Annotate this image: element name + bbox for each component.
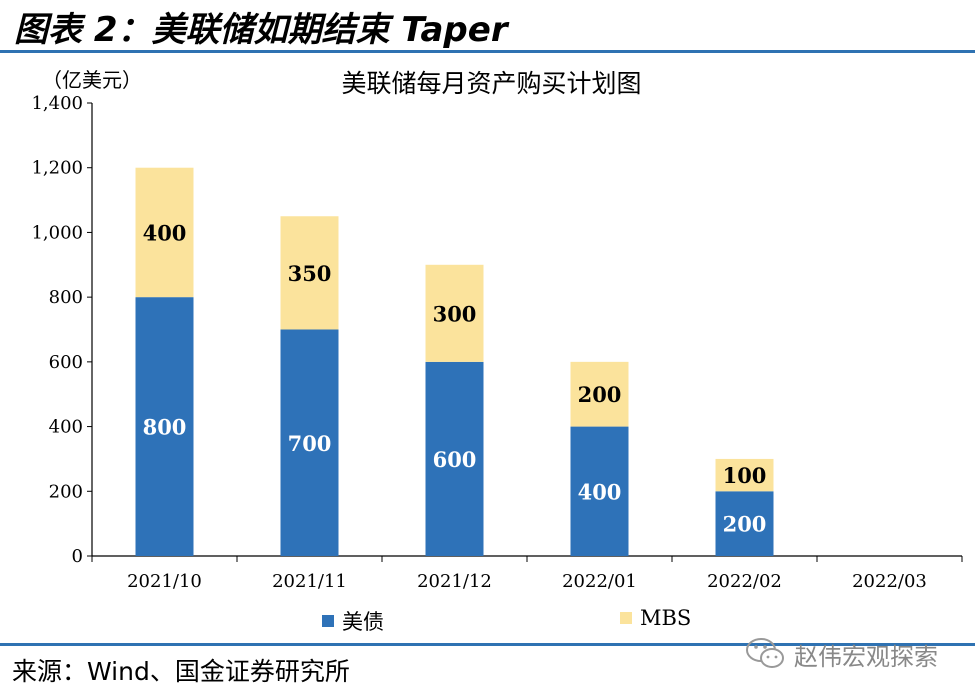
bar-mbs xyxy=(715,458,774,492)
y-tick-label: 1,000 xyxy=(31,222,83,243)
chart-title-text: 美联储每月资产购买计划图 xyxy=(341,69,642,98)
y-tick-label: 1,200 xyxy=(31,158,83,179)
data-label-mbs: 350 xyxy=(288,261,332,286)
source-note: 来源：Wind、国金证券研究所 xyxy=(12,657,350,686)
legend-item-treasury: 美债 xyxy=(322,606,384,636)
data-label-mbs: 400 xyxy=(143,220,187,245)
y-tick-label: 600 xyxy=(49,352,83,373)
data-label-treasury: 200 xyxy=(723,512,767,537)
bar-mbs xyxy=(570,361,629,427)
legend-swatch-mbs xyxy=(620,612,632,624)
y-tick-label: 1,400 xyxy=(31,93,83,114)
bar-chart: 0 200 400 600 800 1,000 1,200 1,400 2021/10 800 40… xyxy=(31,93,963,592)
legend-label-treasury: 美债 xyxy=(342,610,384,634)
data-label-treasury: 600 xyxy=(433,447,477,472)
top-rule xyxy=(0,50,975,53)
watermark: 赵伟宏观探索 xyxy=(744,636,938,672)
bar-treasury xyxy=(280,329,339,556)
data-label-treasury: 400 xyxy=(578,479,622,504)
y-unit-label: （亿美元） xyxy=(42,68,142,92)
data-label-treasury: 800 xyxy=(143,415,187,440)
x-tick-label: 2022/03 xyxy=(852,571,927,592)
y-tick-label: 0 xyxy=(72,546,83,567)
bar-mbs xyxy=(280,216,339,330)
bar-treasury xyxy=(425,361,484,556)
x-tick-label: 2021/10 xyxy=(127,571,202,592)
bottom-rule xyxy=(0,643,975,646)
data-label-mbs: 200 xyxy=(578,382,622,407)
legend-item-mbs: MBS xyxy=(620,606,691,630)
x-tick-label: 2021/12 xyxy=(417,571,492,592)
x-tick-label: 2022/01 xyxy=(562,571,637,592)
bar-treasury xyxy=(570,426,629,556)
x-tick-label: 2021/11 xyxy=(272,571,347,592)
bar-mbs xyxy=(425,264,484,362)
legend-label-mbs: MBS xyxy=(640,606,692,630)
figure-title: 图表 2：美联储如期结束 Taper xyxy=(14,10,508,50)
data-label-treasury: 700 xyxy=(288,431,332,456)
y-tick-label: 200 xyxy=(49,481,83,502)
data-label-mbs: 300 xyxy=(433,301,477,326)
bar-treasury xyxy=(135,297,194,556)
data-label-mbs: 100 xyxy=(723,463,767,488)
wechat-icon xyxy=(746,638,784,668)
bar-treasury xyxy=(715,491,774,556)
bar-mbs xyxy=(135,167,194,298)
watermark-text: 赵伟宏观探索 xyxy=(794,642,938,671)
x-tick-label: 2022/02 xyxy=(707,571,782,592)
legend-swatch-treasury xyxy=(322,615,334,627)
y-tick-label: 400 xyxy=(49,417,83,438)
y-tick-label: 800 xyxy=(49,287,83,308)
chart-title: 美联储每月资产购买计划图 xyxy=(0,64,975,100)
